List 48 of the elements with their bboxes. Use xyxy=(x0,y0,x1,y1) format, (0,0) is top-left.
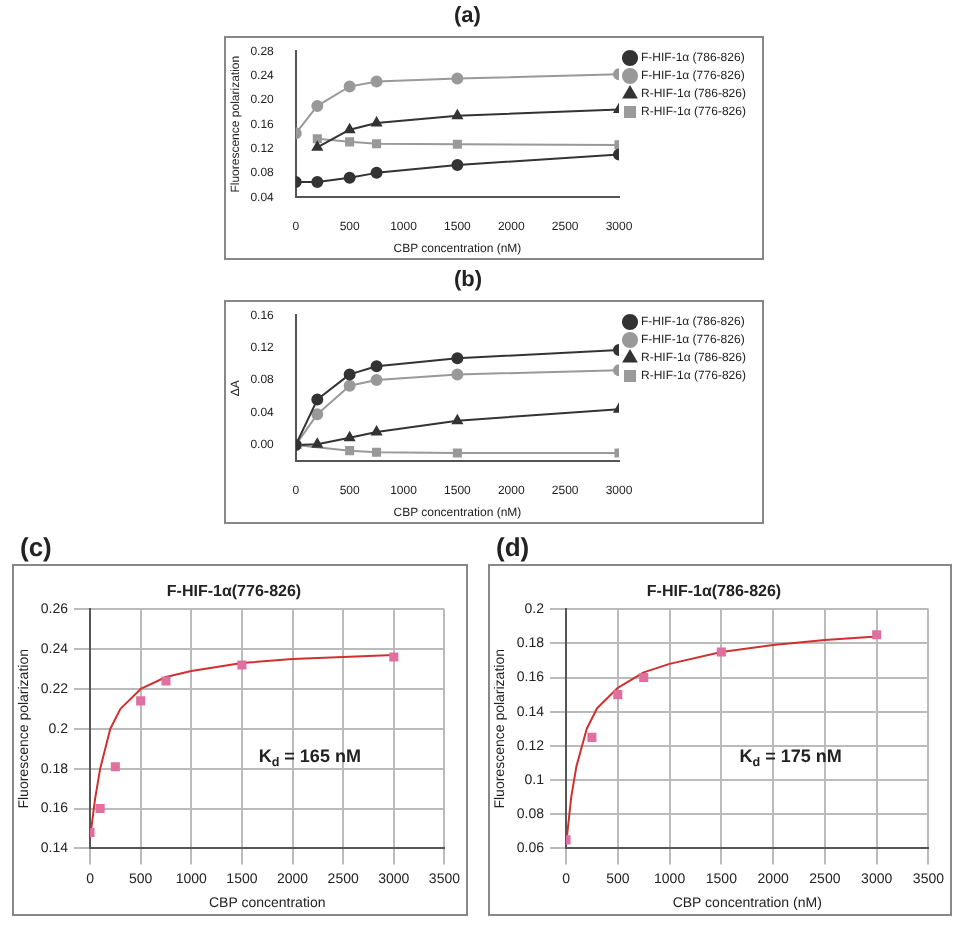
point xyxy=(237,660,247,670)
point xyxy=(451,158,464,171)
point xyxy=(389,652,399,662)
point xyxy=(95,804,105,814)
text: (d) xyxy=(496,532,530,562)
point xyxy=(344,123,355,134)
point xyxy=(345,137,355,147)
point xyxy=(452,109,463,120)
point xyxy=(370,166,383,179)
point xyxy=(371,116,382,127)
point xyxy=(452,448,462,458)
point xyxy=(136,696,146,706)
point xyxy=(343,368,356,381)
point xyxy=(370,360,383,373)
point xyxy=(451,352,464,365)
point xyxy=(343,171,356,184)
point xyxy=(370,75,383,88)
point xyxy=(451,72,464,85)
point xyxy=(451,368,464,381)
point xyxy=(587,732,597,742)
point xyxy=(311,408,324,421)
point xyxy=(371,426,382,436)
point xyxy=(372,447,382,457)
chart-title: F-HIF-1α(776-826) xyxy=(166,582,302,601)
point xyxy=(311,438,323,448)
point xyxy=(311,99,324,112)
point xyxy=(639,673,649,683)
chart-title: F-HIF-1α(786-826) xyxy=(646,582,782,601)
point xyxy=(343,80,356,93)
point xyxy=(452,414,463,425)
point xyxy=(311,175,324,188)
text: (b) xyxy=(454,268,483,292)
point xyxy=(311,393,324,406)
point xyxy=(872,630,882,640)
point xyxy=(370,374,383,387)
point xyxy=(312,134,322,144)
point xyxy=(344,431,355,442)
point xyxy=(716,647,726,657)
text: (c) xyxy=(20,532,52,562)
point xyxy=(161,676,171,686)
text: (a) xyxy=(454,4,481,28)
point xyxy=(372,139,382,149)
point xyxy=(343,379,356,392)
point xyxy=(452,139,462,149)
point xyxy=(613,690,623,700)
point xyxy=(345,446,355,456)
point xyxy=(110,762,120,772)
point xyxy=(311,141,323,151)
